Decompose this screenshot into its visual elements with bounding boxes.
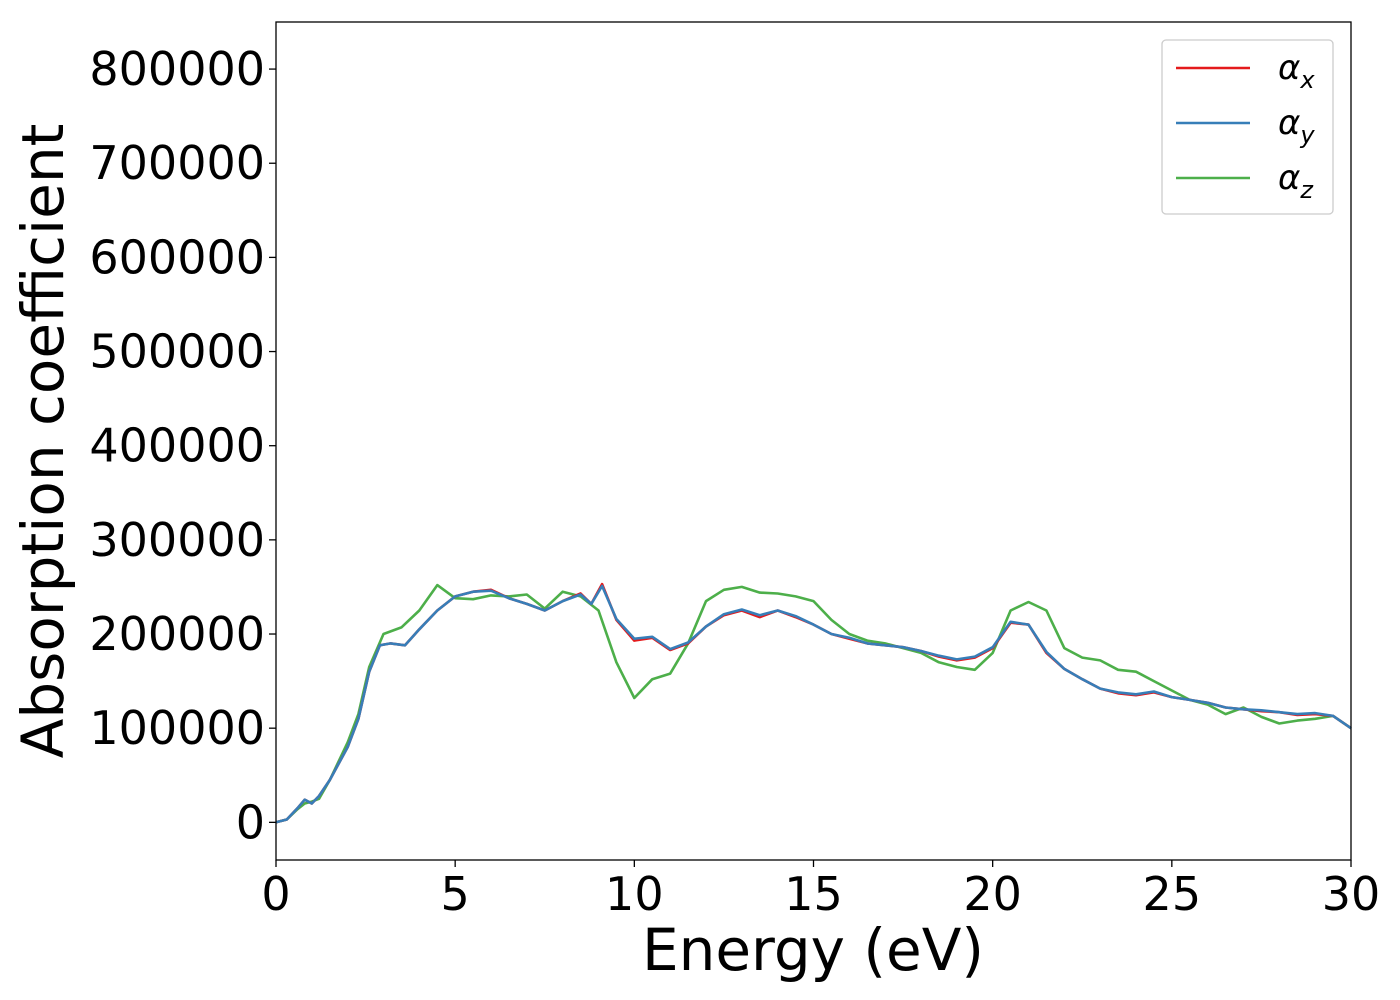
y-axis: 0 100000 200000 300000 400000 500000 600000 700… xyxy=(89,42,276,849)
y-tick-label: 100000 xyxy=(89,701,265,755)
series-line-y xyxy=(275,584,1352,824)
y-tick-label: 500000 xyxy=(89,325,265,379)
x-tick-label: 5 xyxy=(441,867,470,921)
y-tick-label: 800000 xyxy=(89,42,265,96)
series-layer xyxy=(275,582,1352,824)
y-tick-label: 400000 xyxy=(89,419,265,473)
x-tick-label: 25 xyxy=(1143,867,1202,921)
legend: αx αy αz xyxy=(1161,39,1334,215)
x-tick-label: 15 xyxy=(784,867,843,921)
legend-label-z: αz xyxy=(1278,158,1314,204)
legend-label-x: αx xyxy=(1278,48,1315,94)
x-tick-label: 10 xyxy=(605,867,664,921)
y-tick-label: 200000 xyxy=(89,607,265,661)
y-tick-label: 300000 xyxy=(89,513,265,567)
x-tick-label: 0 xyxy=(261,867,290,921)
y-tick-label: 0 xyxy=(236,795,265,849)
y-tick-label: 600000 xyxy=(89,230,265,284)
legend-box xyxy=(1161,39,1334,215)
legend-label-y: αy xyxy=(1278,103,1315,149)
x-tick-label: 30 xyxy=(1322,867,1381,921)
x-axis: 0 5 10 15 20 25 30 xyxy=(261,860,1380,921)
x-tick-label: 20 xyxy=(963,867,1022,921)
x-axis-title: Energy (eV) xyxy=(642,916,984,984)
y-tick-label: 700000 xyxy=(89,136,265,190)
y-axis-title: Absorption coefficient xyxy=(9,124,77,759)
series-line-z xyxy=(275,583,1352,824)
